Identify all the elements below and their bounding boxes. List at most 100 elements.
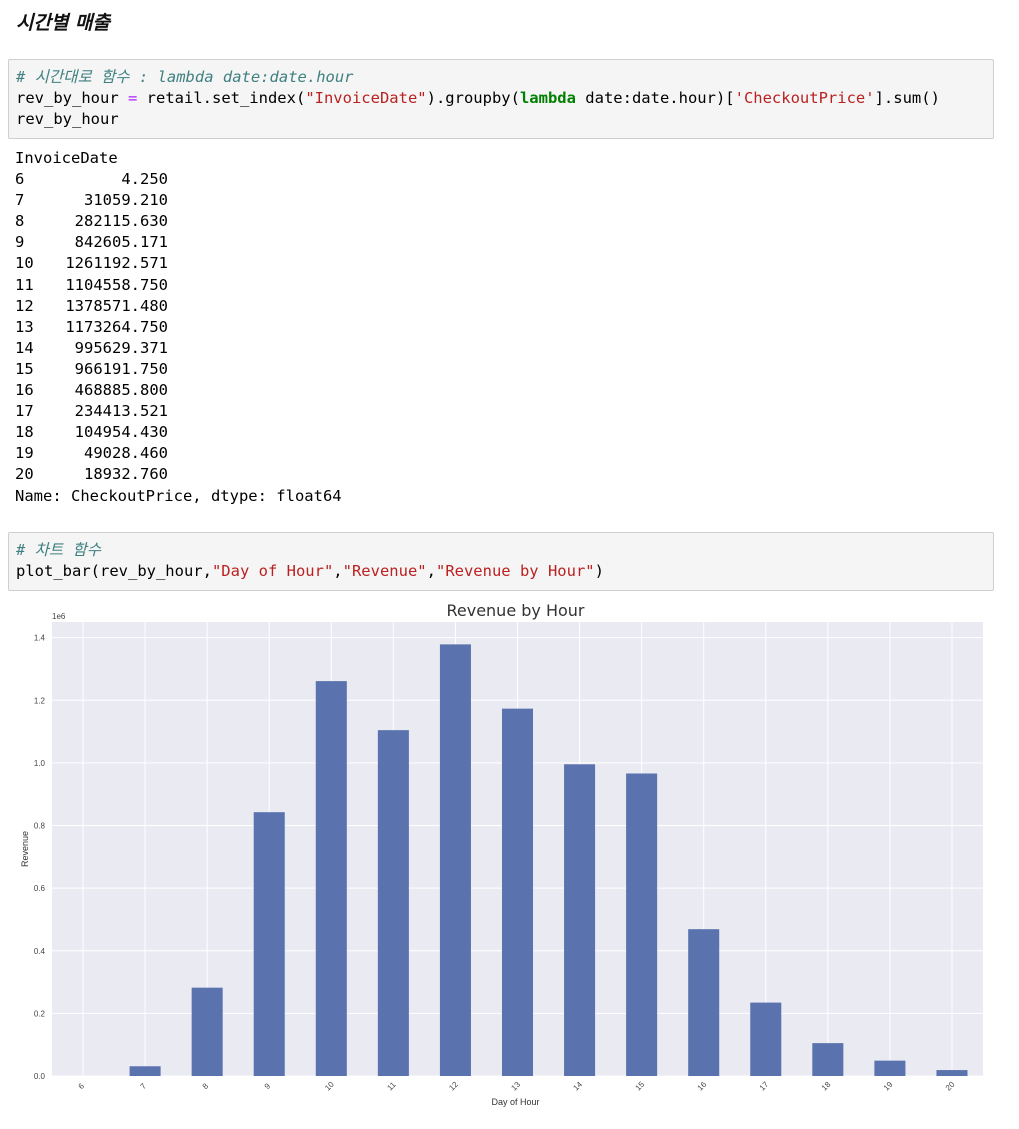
y-axis-label: Revenue [20,831,30,867]
code-string: "Day of Hour" [211,562,334,580]
output-row: 16 468885.800 [15,380,342,401]
output-value: 468885.800 [74,381,168,400]
output-value: 966191.750 [74,359,168,378]
output-value: 842605.171 [74,233,168,252]
x-axis-label: Day of Hour [491,1097,539,1107]
code-comment: # 시간대로 함수 : lambda date:date.hour [16,68,354,86]
output-index: 11 [15,275,34,294]
bar-hour-12 [439,644,471,1076]
output-row: 7 31059.210 [15,190,342,211]
code-cell-plot[interactable]: # 차트 함수 plot_bar(rev_by_hour,"Day of Hou… [8,532,994,591]
bar-hour-15 [626,773,658,1076]
output-index: 7 [15,191,25,210]
code-cell-groupby[interactable]: # 시간대로 함수 : lambda date:date.hour rev_by… [8,59,994,139]
y-tick-label: 1.4 [34,634,46,643]
output-value: 18932.760 [84,465,168,484]
code-editor[interactable]: # 차트 함수 plot_bar(rev_by_hour,"Day of Hou… [9,533,993,582]
x-tick-label: 10 [323,1080,336,1093]
output-value: 49028.460 [84,444,168,463]
code-token: rev_by_hour [16,110,119,128]
output-value: 104954.430 [74,423,168,442]
bar-hour-16 [688,929,720,1076]
code-keyword: lambda [519,89,576,107]
output-value: 1173264.750 [65,317,168,336]
output-value: 995629.371 [74,338,168,357]
output-index: 12 [15,296,34,315]
bar-hour-9 [253,812,285,1076]
x-tick-label: 16 [696,1080,709,1093]
x-tick-label: 20 [944,1080,957,1093]
code-token: retail.set_index( [137,89,306,107]
y-tick-label: 1.0 [34,759,46,768]
output-header: InvoiceDate [15,149,118,167]
code-token: , [426,562,436,580]
output-value: 31059.210 [84,191,168,210]
output-row: 19 49028.460 [15,443,342,464]
output-row: 10 1261192.571 [15,253,342,274]
output-value: 1378571.480 [65,296,168,315]
output-value: 234413.521 [74,402,168,421]
output-index: 8 [15,212,25,231]
output-rows: 6 4.250 7 31059.210 8 282115.630 9 842605.171 10… [15,169,342,485]
output-row: 12 1378571.480 [15,296,342,317]
code-string: 'CheckoutPrice' [734,89,875,107]
section-heading: 시간별 매출 [16,12,111,34]
output-value: 1104558.750 [65,275,168,294]
bar-hour-14 [564,764,596,1076]
x-tick-label: 18 [820,1080,833,1093]
x-tick-label: 15 [634,1080,647,1093]
bar-hour-8 [191,987,223,1076]
y-tick-label: 0.6 [34,884,46,893]
code-token: ) [594,562,604,580]
revenue-bar-chart: 0.0 0.2 0.4 0.6 0.8 1.0 1.2 1.4 6 7 8 9 10 11 12 13 14 15… [20,601,983,1107]
output-index: 17 [15,402,34,421]
x-tick-label: 7 [139,1081,149,1091]
output-index: 15 [15,359,34,378]
x-tick-label: 13 [509,1080,522,1093]
y-tick-label: 0.0 [34,1072,46,1081]
x-tick-label: 12 [447,1080,460,1093]
code-token: plot_bar(rev_by_hour, [16,562,212,580]
output-row: 6 4.250 [15,169,342,190]
code-token: ).groupby( [426,89,520,107]
code-token: rev_by_hour [16,89,128,107]
bar-hour-10 [315,681,347,1076]
y-tick-label: 0.4 [34,947,46,956]
bar-hour-17 [750,1002,782,1076]
y-tick-label: 0.2 [34,1009,46,1018]
code-string: "Revenue" [342,562,427,580]
output-row: 8 282115.630 [15,211,342,232]
output-row: 18 104954.430 [15,422,342,443]
y-scale-label: 1e6 [52,612,66,621]
code-comment: # 차트 함수 [16,541,102,559]
code-string: "Revenue by Hour" [435,562,595,580]
code-editor[interactable]: # 시간대로 함수 : lambda date:date.hour rev_by… [9,60,993,130]
bar-hour-18 [812,1043,844,1076]
output-row: 20 18932.760 [15,464,342,485]
output-index: 18 [15,423,34,442]
chart-title: Revenue by Hour [446,601,584,620]
bar-hour-11 [377,730,409,1076]
output-index: 19 [15,444,34,463]
code-string: "InvoiceDate" [305,89,427,107]
output-row: 13 1173264.750 [15,317,342,338]
output-index: 14 [15,338,34,357]
output-footer: Name: CheckoutPrice, dtype: float64 [15,486,342,505]
x-tick-label: 11 [385,1080,398,1093]
cell-output-series: InvoiceDate 6 4.250 7 31059.210 8 282115.630 9… [15,148,342,507]
output-index: 13 [15,317,34,336]
x-tick-label: 9 [263,1081,273,1091]
code-token: date:date.hour)[ [575,89,735,107]
x-tick-label: 14 [571,1080,584,1093]
output-value: 4.250 [121,170,168,189]
output-row: 17 234413.521 [15,401,342,422]
y-tick-label: 1.2 [34,696,46,705]
output-row: 9 842605.171 [15,232,342,253]
x-tick-label: 8 [201,1081,211,1091]
code-token: ].sum() [874,89,940,107]
x-tick-label: 17 [758,1080,771,1093]
output-index: 10 [15,254,34,273]
output-value: 1261192.571 [65,254,168,273]
bar-hour-20 [936,1070,968,1076]
bar-hour-19 [874,1060,906,1076]
